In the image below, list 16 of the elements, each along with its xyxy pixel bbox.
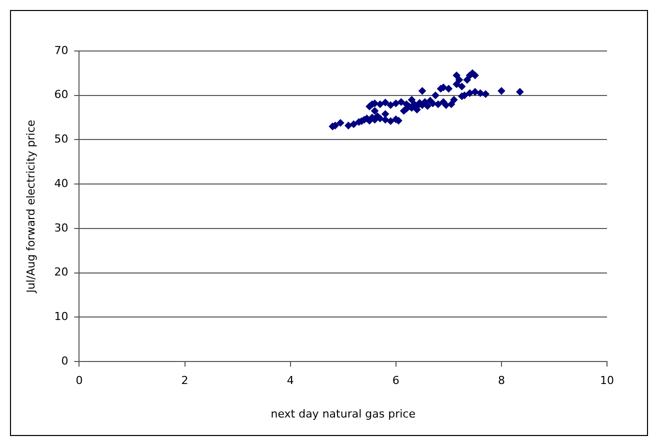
y-tick-label: 30 bbox=[54, 221, 68, 234]
y-tick-label: 60 bbox=[54, 88, 68, 102]
x-tick-label: 6 bbox=[392, 374, 400, 388]
y-tick-label: 10 bbox=[54, 310, 68, 324]
y-tick-label: 70 bbox=[54, 44, 68, 57]
y-axis-title: Jul/Aug forward electricity price bbox=[24, 120, 38, 294]
x-tick-label: 10 bbox=[600, 374, 614, 388]
x-tick-label: 4 bbox=[286, 374, 294, 388]
x-tick-label: 0 bbox=[76, 374, 83, 388]
x-tick-label: 2 bbox=[181, 374, 188, 388]
y-tick-label: 50 bbox=[54, 132, 68, 146]
y-tick-label: 40 bbox=[54, 176, 68, 190]
y-tick-label: 20 bbox=[54, 266, 68, 279]
y-tick-label: 0 bbox=[61, 354, 68, 368]
x-tick-label: 8 bbox=[498, 374, 505, 388]
x-axis-title: next day natural gas price bbox=[270, 407, 416, 420]
